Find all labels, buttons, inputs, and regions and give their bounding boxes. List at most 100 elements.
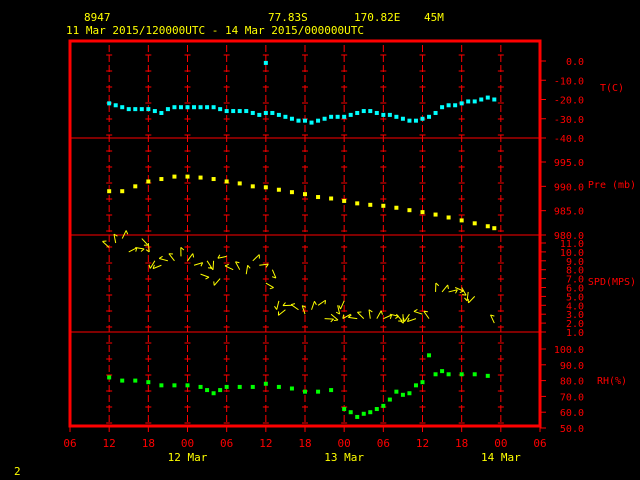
pressure-point (159, 177, 164, 182)
wind-barb-shaft (276, 300, 280, 310)
pressure-point (224, 179, 229, 184)
y-tick-label: 0.0 (566, 57, 584, 68)
wind-barb-feather (389, 314, 393, 319)
temperature-point (126, 107, 131, 112)
wind-barb (158, 255, 169, 262)
temperature-point (492, 97, 497, 102)
wind-barb (148, 260, 156, 269)
rh-point (107, 375, 112, 380)
wind-barb (217, 254, 227, 259)
pressure-point (407, 208, 412, 213)
wind-barb-feather (271, 276, 277, 279)
station-longitude: 170.82E (354, 11, 401, 24)
wind-barb-shaft (278, 309, 286, 316)
wind-barb-shaft (348, 316, 358, 320)
time-range: 11 Mar 2015/120000UTC - 14 Mar 2015/0000… (66, 24, 365, 37)
wind-barb-shaft (141, 238, 149, 246)
wind-barb-feather (455, 289, 458, 294)
x-tick-label: 06 (63, 437, 76, 450)
temperature-point (309, 120, 314, 125)
wind-barb-shaft (454, 287, 464, 292)
rh-point (172, 383, 177, 388)
wind-barb (187, 253, 195, 262)
wind-barb (454, 287, 464, 294)
wind-barb (152, 264, 162, 270)
wind-barb-shaft (149, 260, 156, 269)
pressure-point (133, 184, 138, 189)
wind-barb (224, 263, 234, 271)
pressure-point (263, 185, 268, 190)
y-tick-label: 995.0 (554, 158, 584, 169)
wind-barb-shaft (290, 304, 299, 311)
wind-barb-feather (333, 319, 339, 322)
rh-point (374, 407, 379, 412)
wind-barb-shaft (413, 310, 423, 315)
wind-barb-shaft (342, 313, 351, 320)
pressure-point (198, 175, 203, 180)
wind-barb-feather (217, 254, 221, 259)
rh-point (472, 372, 477, 377)
pressure-point (211, 177, 216, 182)
wind-barb-shaft (461, 287, 467, 296)
wind-barb-feather (200, 262, 204, 267)
wind-barb (324, 318, 334, 323)
wind-barb (342, 313, 351, 320)
wind-barb-shaft (224, 265, 234, 271)
date-label: 13 Mar (324, 451, 364, 464)
wind-barb (407, 317, 417, 323)
wind-barb-feather (464, 297, 468, 302)
rh-point (368, 410, 373, 415)
temperature-point (303, 118, 307, 123)
wind-barb (259, 263, 269, 268)
x-tick-label: 06 (377, 437, 390, 450)
wind-barb-feather (235, 261, 240, 264)
rh-point (205, 388, 210, 393)
pressure-point (485, 224, 490, 229)
temperature-point (120, 105, 125, 110)
wind-barb-feather (462, 293, 467, 296)
rh-point (394, 389, 399, 394)
wind-barb-shaft (340, 300, 345, 310)
temperature-point (440, 105, 445, 110)
rh-point (146, 380, 151, 385)
wind-barb (317, 299, 327, 306)
wind-barb-shaft (271, 269, 277, 279)
wind-barb-feather (347, 314, 352, 318)
wind-barb (490, 314, 495, 324)
wind-barb-shaft (441, 284, 449, 293)
wind-barb-shaft (128, 247, 137, 253)
temperature-point (192, 105, 197, 110)
temperature-point (335, 114, 340, 119)
x-tick-label: 18 (142, 437, 155, 450)
wind-barb-feather (302, 305, 307, 308)
wind-barb-feather (158, 255, 163, 259)
wind-barb (423, 310, 430, 319)
wind-barb (180, 246, 185, 257)
x-tick-label: 00 (181, 437, 194, 450)
rh-point (355, 414, 360, 419)
pressure-point (355, 201, 360, 206)
rh-point (420, 380, 425, 385)
wind-barb-feather (135, 247, 138, 252)
rh-point (387, 397, 392, 402)
wind-barb (277, 309, 286, 316)
wind-barb-shaft (403, 313, 410, 322)
rh-point (159, 383, 164, 388)
rh-point (250, 384, 255, 389)
temperature-point (361, 109, 366, 114)
wind-barb-feather (290, 303, 296, 306)
wind-barb-feather (407, 317, 410, 322)
y-tick-label: -30.0 (554, 115, 584, 126)
wind-barb-feather (342, 314, 345, 319)
wind-barb (402, 313, 410, 322)
wind-barb-shaft (235, 261, 241, 270)
wind-barb-feather (435, 282, 440, 287)
temperature-point (250, 110, 255, 115)
y-tick-label: 11.0 (560, 239, 584, 250)
panel-label-wind: SPD(MPS) (588, 277, 636, 288)
temperature-point (459, 101, 464, 106)
pressure-point (276, 187, 281, 192)
wind-barb-shaft (168, 253, 175, 262)
wind-barb (168, 253, 175, 262)
temperature-point (485, 95, 490, 100)
